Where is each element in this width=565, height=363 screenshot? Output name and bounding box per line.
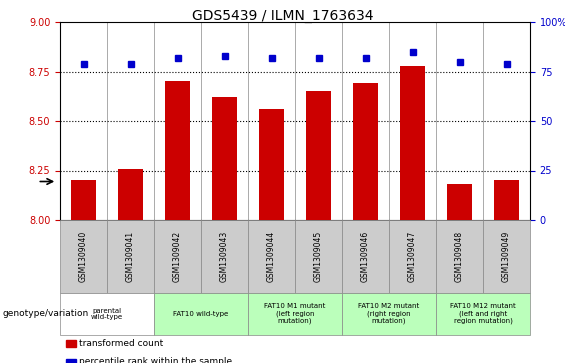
Bar bbox=[342, 220, 389, 293]
Bar bbox=[306, 91, 332, 220]
Bar bbox=[353, 83, 379, 220]
Text: genotype/variation: genotype/variation bbox=[3, 310, 89, 318]
Text: parental
wild-type: parental wild-type bbox=[91, 307, 123, 321]
Bar bbox=[60, 220, 107, 293]
Bar bbox=[154, 293, 248, 335]
Text: FAT10 wild-type: FAT10 wild-type bbox=[173, 311, 229, 317]
Text: GSM1309044: GSM1309044 bbox=[267, 231, 276, 282]
Bar bbox=[399, 66, 425, 220]
Bar bbox=[118, 168, 144, 220]
Bar bbox=[248, 220, 295, 293]
Text: GSM1309045: GSM1309045 bbox=[314, 231, 323, 282]
Text: GSM1309048: GSM1309048 bbox=[455, 231, 464, 282]
Bar bbox=[436, 293, 530, 335]
Bar bbox=[154, 220, 201, 293]
Bar bbox=[342, 293, 436, 335]
Text: GSM1309046: GSM1309046 bbox=[361, 231, 370, 282]
Bar bbox=[295, 220, 342, 293]
Text: FAT10 M2 mutant
(right region
mutation): FAT10 M2 mutant (right region mutation) bbox=[358, 303, 420, 325]
Text: FAT10 M12 mutant
(left and right
region mutation): FAT10 M12 mutant (left and right region … bbox=[450, 303, 516, 325]
Text: GDS5439 / ILMN_1763634: GDS5439 / ILMN_1763634 bbox=[192, 9, 373, 23]
Text: FAT10 M1 mutant
(left region
mutation): FAT10 M1 mutant (left region mutation) bbox=[264, 303, 325, 325]
Bar bbox=[107, 220, 154, 293]
Text: GSM1309042: GSM1309042 bbox=[173, 231, 182, 282]
Bar bbox=[164, 81, 190, 220]
Text: GSM1309047: GSM1309047 bbox=[408, 231, 417, 282]
Bar bbox=[201, 220, 248, 293]
Bar bbox=[446, 184, 472, 220]
Bar bbox=[60, 293, 154, 335]
Text: GSM1309049: GSM1309049 bbox=[502, 231, 511, 282]
Bar bbox=[483, 220, 530, 293]
Bar bbox=[494, 180, 519, 220]
Text: GSM1309041: GSM1309041 bbox=[126, 231, 135, 282]
Text: percentile rank within the sample: percentile rank within the sample bbox=[79, 357, 232, 363]
Bar bbox=[71, 180, 97, 220]
Bar bbox=[211, 97, 237, 220]
Bar bbox=[389, 220, 436, 293]
Bar bbox=[259, 109, 284, 220]
Bar bbox=[248, 293, 342, 335]
Bar bbox=[436, 220, 483, 293]
Text: GSM1309043: GSM1309043 bbox=[220, 231, 229, 282]
Text: GSM1309040: GSM1309040 bbox=[79, 231, 88, 282]
Text: transformed count: transformed count bbox=[79, 339, 163, 348]
